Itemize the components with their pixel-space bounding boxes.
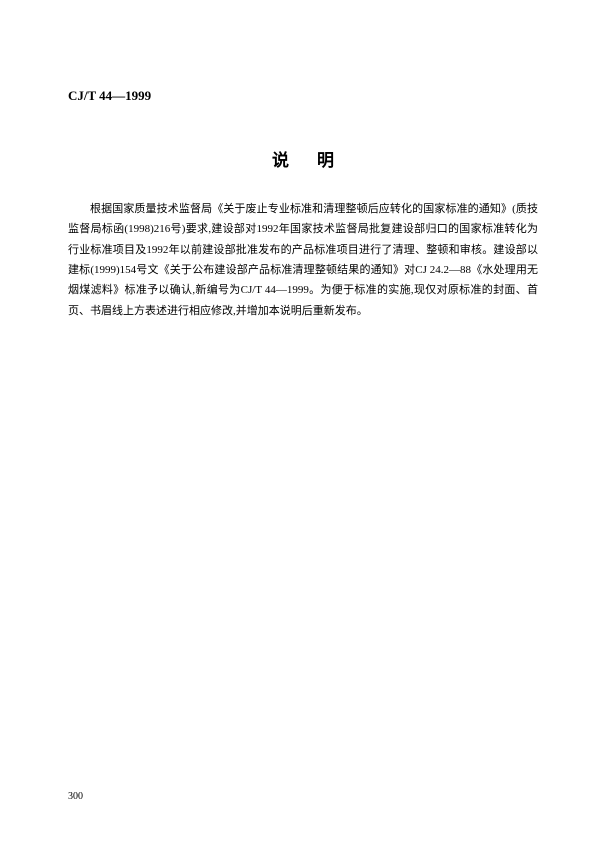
document-page: CJ/T 44—1999 说明 根据国家质量技术监督局《关于废止专业标准和清理整…	[0, 0, 600, 846]
document-title: 说明	[68, 146, 538, 171]
body-paragraph: 根据国家质量技术监督局《关于废止专业标准和清理整顿后应转化的国家标准的通知》(质…	[68, 199, 538, 321]
standard-code: CJ/T 44—1999	[68, 88, 538, 104]
page-number: 300	[68, 791, 83, 802]
